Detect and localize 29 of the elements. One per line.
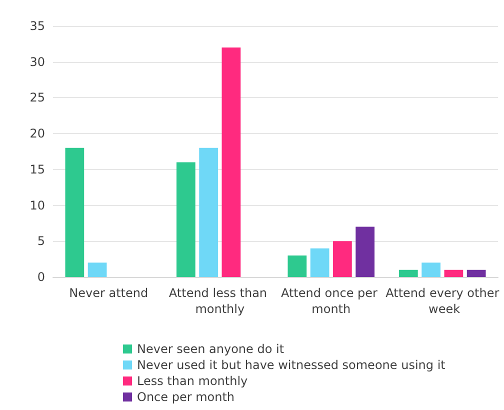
bar [398, 270, 418, 277]
bar [356, 226, 375, 277]
y-tick-label: 25 [30, 90, 45, 105]
bar [288, 255, 307, 277]
y-tick-label: 15 [30, 162, 45, 176]
y-tick-label: 5 [37, 234, 45, 248]
y-tick-label: 35 [30, 19, 45, 33]
bar [466, 270, 486, 277]
bar [88, 262, 107, 277]
bar [422, 262, 440, 277]
y-tick-label: 20 [30, 126, 45, 141]
bar [310, 248, 330, 277]
bar [199, 148, 218, 277]
bar [222, 48, 241, 277]
y-tick-label: 0 [37, 270, 45, 284]
bar [333, 241, 352, 277]
bar [65, 148, 84, 277]
legend-label: Less than monthly [137, 374, 248, 388]
x-tick-label: Attend once per month [280, 286, 382, 316]
y-tick-label: 10 [30, 198, 45, 212]
x-tick-label: Attend less than monthly [168, 286, 271, 316]
x-tick-label: Never attend [69, 286, 148, 300]
bar [176, 162, 196, 277]
legend-label: Once per month [137, 390, 235, 404]
bar [444, 270, 464, 277]
y-tick-label: 30 [30, 54, 45, 69]
legend-label: Never seen anyone do it [137, 342, 284, 356]
x-tick-label: Attend every other week [386, 286, 500, 316]
legend-label: Never used it but have witnessed someone using it [137, 358, 446, 372]
